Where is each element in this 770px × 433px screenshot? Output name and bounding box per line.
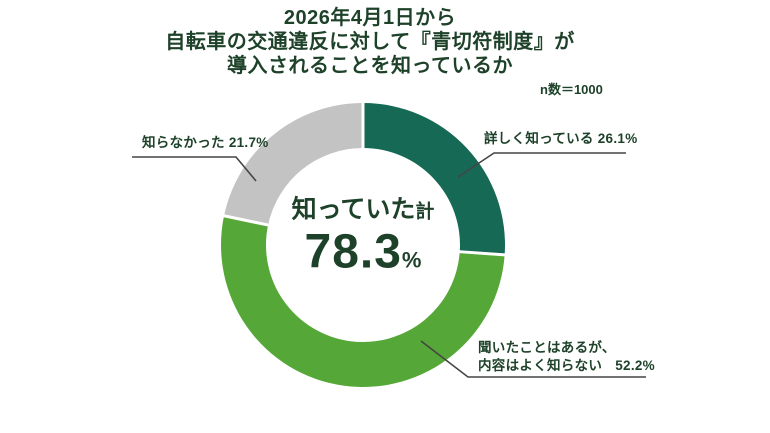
label-know-well-text: 詳しく知っている <box>484 131 594 146</box>
chart-title-line-3: 導入されることを知っているか <box>227 55 513 77</box>
leader-line-know-well <box>457 152 626 178</box>
chart-title-line-1: 2026年4月1日から <box>283 7 457 29</box>
segment-gap-lines <box>221 101 507 257</box>
donut-segments <box>221 102 505 388</box>
label-know-well: 詳しく知っている 26.1% <box>484 127 638 147</box>
label-heard-line-1: 聞いたことはあるが、 <box>478 340 616 355</box>
center-total-label: 知っていた計 <box>292 195 435 228</box>
center-total-value: 78.3% <box>292 225 435 286</box>
donut-segment-2 <box>224 102 363 226</box>
leader-line-heard <box>420 340 646 378</box>
leader-lines <box>132 152 646 378</box>
donut-segment-1 <box>221 215 505 388</box>
segment-gap-2 <box>221 213 271 227</box>
center-total-label-suffix: 計 <box>415 201 435 223</box>
label-did-not-know: 知らなかった 21.7% <box>142 131 269 151</box>
chart-title-line-2: 自転車の交通違反に対して『青切符制度』が <box>165 31 575 53</box>
label-know-well-pct: 26.1% <box>597 131 638 146</box>
center-total-value-unit: % <box>401 247 422 273</box>
label-heard-pct: 52.2% <box>615 358 655 373</box>
chart-title: 2026年4月1日から 自転車の交通違反に対して『青切符制度』が 導入されること… <box>0 6 740 78</box>
label-heard-line-2: 内容はよく知らない 52.2% <box>478 357 655 375</box>
label-did-not-know-text: 知らなかった <box>142 135 225 150</box>
label-did-not-know-pct: 21.7% <box>228 135 269 150</box>
sample-size-label: n数＝1000 <box>540 82 603 97</box>
label-heard-line-2-text: 内容はよく知らない <box>478 358 603 373</box>
label-heard: 聞いたことはあるが、 内容はよく知らない 52.2% <box>478 339 655 375</box>
donut-center-total: 知っていた計 78.3% <box>292 195 435 286</box>
center-total-label-main: 知っていた <box>291 195 416 224</box>
leader-line-did-not-know <box>132 156 257 182</box>
segment-gap-1 <box>457 250 507 257</box>
center-total-value-number: 78.3 <box>304 225 402 279</box>
donut-segment-0 <box>363 103 505 255</box>
